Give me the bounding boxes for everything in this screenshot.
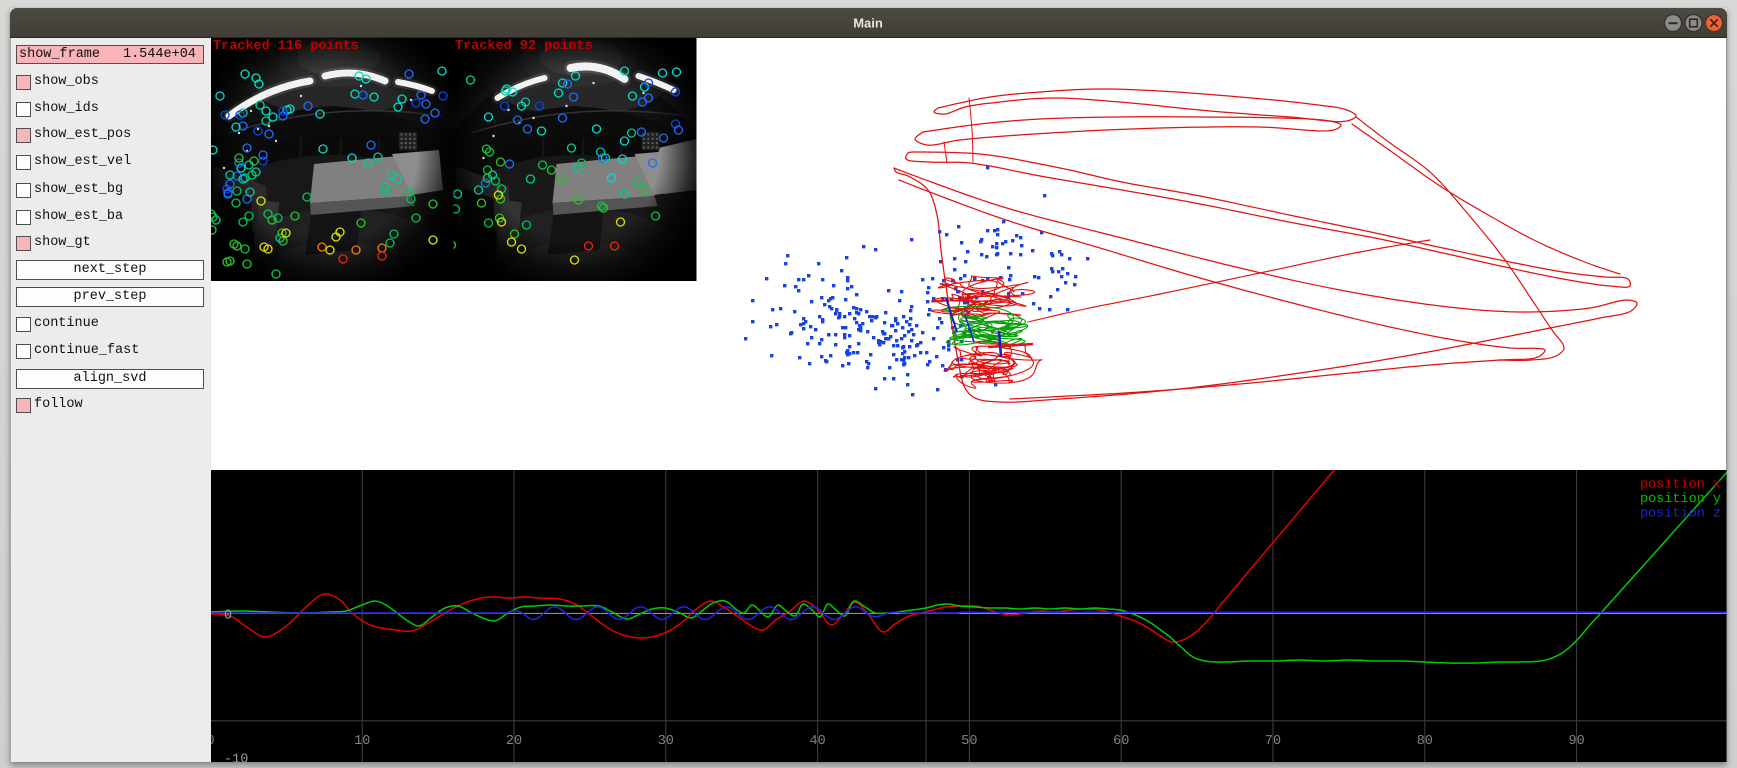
svg-text:Main: Main (853, 16, 883, 31)
svg-text:20: 20 (506, 734, 522, 749)
svg-text:Tracked 92 points: Tracked 92 points (455, 39, 593, 54)
svg-text:Tracked 116 points: Tracked 116 points (213, 39, 359, 54)
svg-text:80: 80 (1417, 734, 1433, 749)
svg-text:30: 30 (658, 734, 674, 749)
svg-text:90: 90 (1568, 734, 1584, 749)
svg-text:0: 0 (206, 734, 214, 749)
svg-text:10: 10 (354, 734, 370, 749)
svg-text:0: 0 (224, 609, 232, 624)
svg-text:40: 40 (809, 734, 825, 749)
svg-text:position z: position z (1640, 507, 1721, 522)
svg-text:-10: -10 (224, 753, 248, 768)
svg-text:50: 50 (961, 734, 977, 749)
svg-text:70: 70 (1265, 734, 1281, 749)
svg-text:position x: position x (1640, 478, 1721, 493)
svg-text:60: 60 (1113, 734, 1129, 749)
svg-text:position y: position y (1640, 492, 1721, 507)
